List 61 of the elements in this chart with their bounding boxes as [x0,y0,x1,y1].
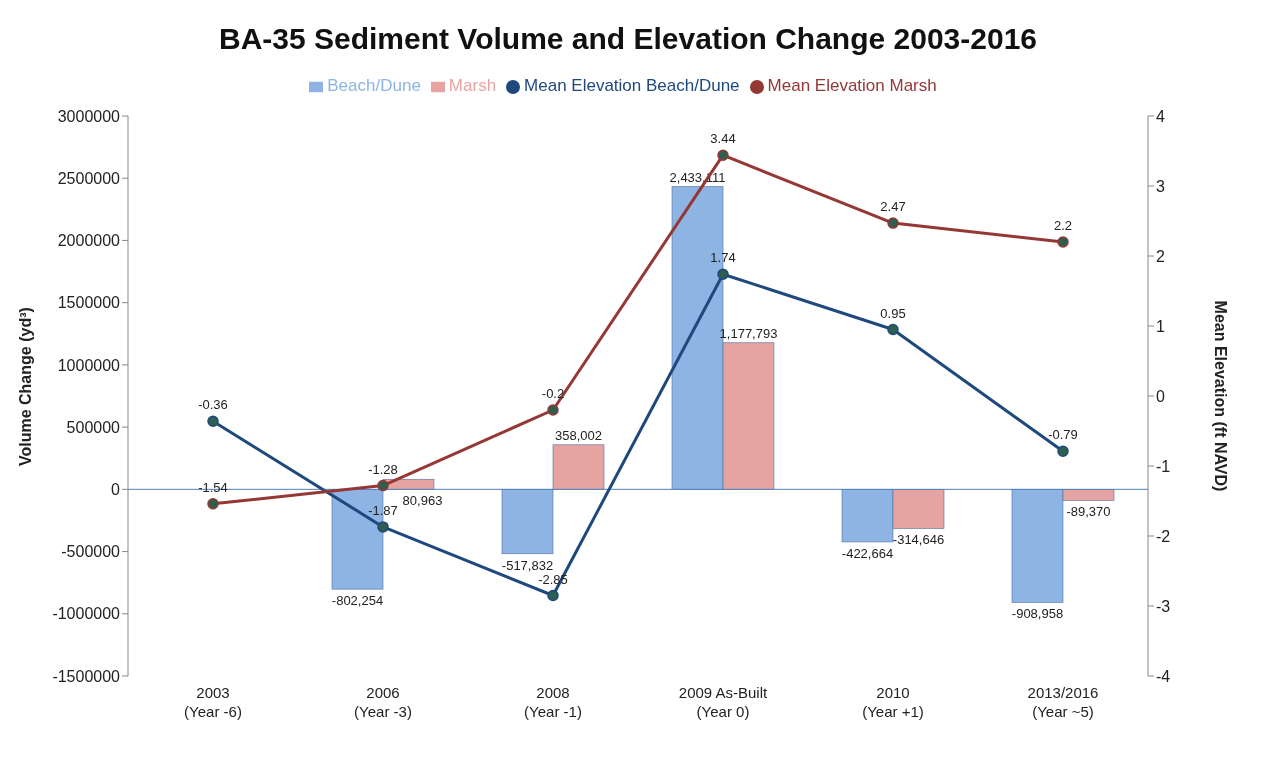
y-tick-label: 500000 [66,418,121,436]
data-label: -89,370 [1066,504,1111,520]
y-tick-label: 3000000 [57,107,121,125]
x-tick-label: 2013/2016 (Year ~5) [1027,684,1099,720]
data-label: 2.2 [1053,218,1073,233]
point [207,498,219,510]
y-tick-label: 1000000 [57,356,121,374]
y-tick-label: -1000000 [52,605,121,623]
data-label: -422,664 [841,545,894,561]
x-tick-label: 2003 (Year -6) [184,684,242,720]
data-label: -802,254 [331,593,384,609]
data-label: -0.2 [541,386,565,401]
legend-label: Beach/Dune [327,76,421,95]
legend-label: Mean Elevation Beach/Dune [524,76,740,95]
y2-tick-label: -1 [1156,457,1171,475]
y2-tick-label: 3 [1156,177,1165,195]
point [717,149,729,161]
y2-tick-label: 2 [1156,247,1165,265]
x-tick-label: 2009 As-Built (Year 0) [678,684,769,720]
data-label: 1.74 [710,250,736,266]
data-label: 2.47 [880,199,906,215]
y2-tick-label: -2 [1156,527,1171,545]
point [1057,236,1069,248]
y-tick-label: 1500000 [57,294,121,312]
x-tick-label: 2008 (Year -1) [524,684,582,720]
point [887,323,899,336]
y2-tick-label: 1 [1156,317,1165,335]
point [1057,445,1069,458]
y2-axis-title: Mean Elevation (ft NAVD) [1212,300,1230,492]
point [207,415,219,427]
point [547,404,559,416]
point [547,589,559,602]
point [377,521,389,533]
data-label: 358,002 [555,427,602,443]
data-label: -908,958 [1011,606,1064,622]
data-label: 80,963 [402,493,443,509]
point [717,268,729,280]
data-label: -1.28 [368,461,398,477]
data-label: -314,646 [892,532,945,548]
x-tick-label: 2010 (Year +1) [862,684,924,720]
point [377,479,389,492]
data-label: -0.79 [1048,427,1078,443]
data-label: -0.36 [198,397,228,413]
data-label: -517,832 [501,557,554,573]
y-axis-title: Volume Change (yd³) [16,307,34,466]
y-tick-label: -500000 [61,543,121,561]
y-tick-label: 0 [111,481,121,499]
y2-tick-label: 4 [1156,107,1165,125]
y2-tick-label: -3 [1156,597,1171,615]
y-tick-label: 2500000 [57,169,121,187]
y-tick-label: 2000000 [57,232,121,250]
y-tick-label: -1500000 [52,667,121,685]
x-tick-label: 2006 (Year -3) [354,684,412,720]
data-label: 3.44 [710,131,736,147]
chart-title: BA-35 Sediment Volume and Elevation Change 2003-2016 [217,21,1038,57]
legend-label: Mean Elevation Marsh [767,76,937,95]
point [887,217,899,229]
y2-tick-label: -4 [1156,667,1171,685]
y2-tick-label: 0 [1156,387,1165,405]
legend-label: Marsh [448,76,497,95]
data-label: 0.95 [880,305,906,321]
